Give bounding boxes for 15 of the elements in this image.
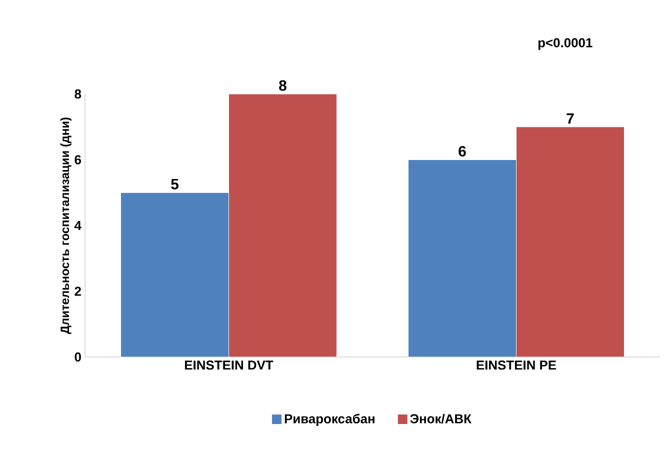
- x-tick-label: EINSTEIN PE: [476, 360, 556, 370]
- text: p<0.0001: [538, 38, 592, 50]
- y-tick-label: 4: [74, 221, 82, 230]
- x-tick-label: EINSTEIN DVT: [184, 360, 274, 370]
- legend-label: Ривароксабан: [284, 414, 374, 426]
- data-label: 6: [458, 146, 466, 157]
- data-label: 7: [566, 113, 574, 124]
- y-tick-label: 8: [74, 89, 82, 99]
- y-tick-label: 0: [74, 352, 81, 362]
- y-tick-label: 6: [74, 155, 82, 164]
- legend-label: Энок/АВК: [410, 414, 472, 424]
- data-label: 5: [171, 179, 178, 190]
- y-tick-label: 2: [74, 286, 81, 296]
- data-label: 8: [279, 80, 286, 91]
- y-axis-title: Длительность госпитализации (дни): [60, 118, 72, 334]
